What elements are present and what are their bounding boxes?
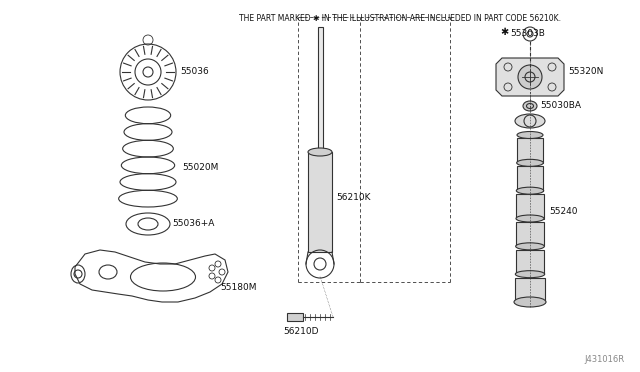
Polygon shape (496, 58, 564, 96)
Bar (516, 222, 544, 246)
Ellipse shape (523, 101, 537, 111)
Bar (516, 250, 545, 274)
Ellipse shape (517, 131, 543, 138)
Bar (517, 138, 543, 163)
Bar (317, 27, 323, 152)
Ellipse shape (515, 271, 545, 278)
Bar (516, 166, 543, 191)
Text: 55036: 55036 (180, 67, 209, 77)
Ellipse shape (516, 215, 544, 222)
Ellipse shape (514, 297, 546, 307)
Bar (287, 313, 303, 321)
Text: 55320N: 55320N (568, 67, 604, 77)
Ellipse shape (516, 187, 543, 194)
Bar (308, 152, 332, 252)
Text: 55036+A: 55036+A (172, 219, 214, 228)
Text: 55020M: 55020M (182, 163, 218, 171)
Text: 55180M: 55180M (220, 282, 257, 292)
Text: 56210D: 56210D (283, 327, 319, 336)
Text: J431016R: J431016R (585, 355, 625, 364)
Text: 55303B: 55303B (510, 29, 545, 38)
Ellipse shape (308, 148, 332, 156)
Bar (515, 278, 545, 302)
Text: 55030BA: 55030BA (540, 102, 581, 110)
Ellipse shape (516, 243, 545, 250)
Bar (516, 194, 543, 218)
Ellipse shape (516, 159, 543, 166)
Text: 55240: 55240 (549, 207, 577, 216)
Text: ✱: ✱ (500, 27, 508, 37)
Text: 56210K: 56210K (336, 192, 371, 202)
Text: THE PART MARKED ✱ IN THE ILLLUSTRATION ARE INCLUEDED IN PART CODE 56210K.: THE PART MARKED ✱ IN THE ILLLUSTRATION A… (239, 14, 561, 23)
Circle shape (518, 65, 542, 89)
Ellipse shape (515, 114, 545, 128)
